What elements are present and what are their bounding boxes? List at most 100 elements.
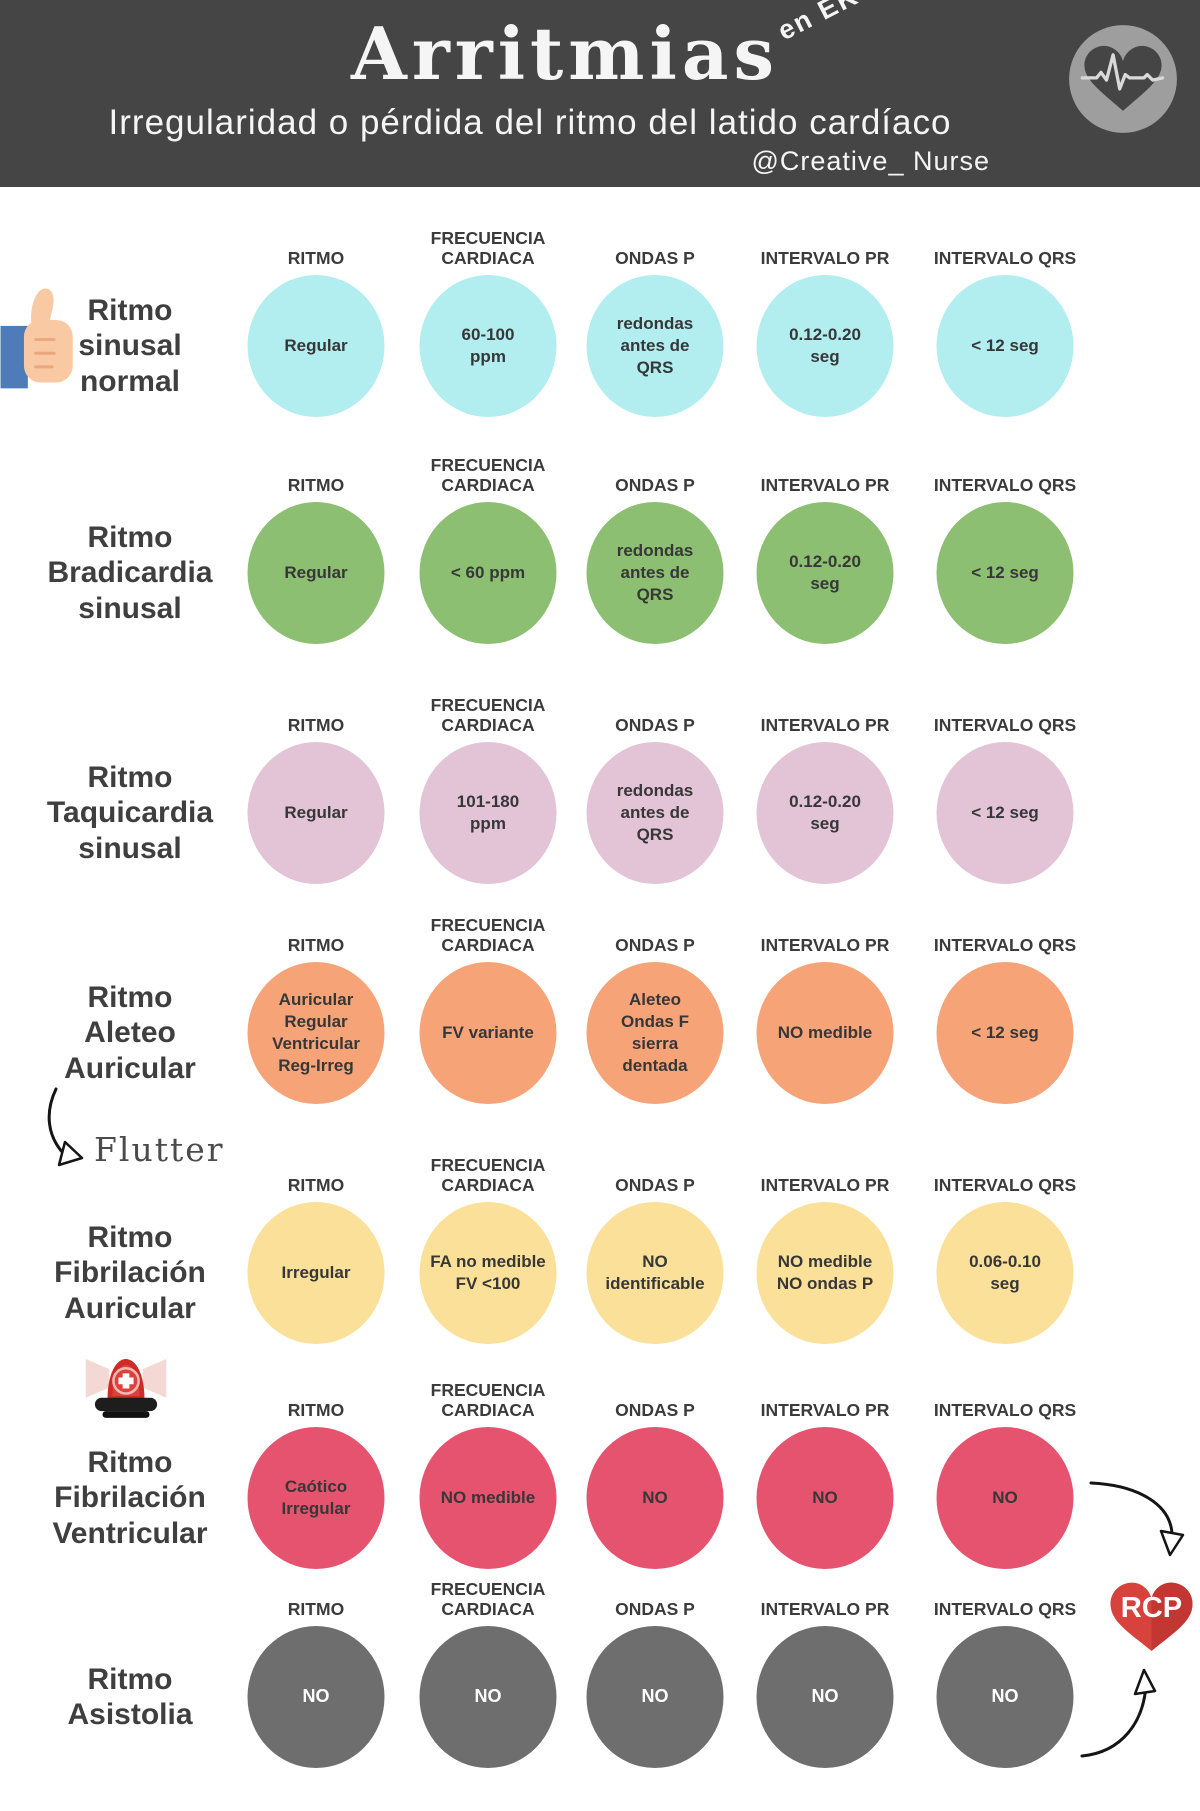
- col-frecuencia: FRECUENCIA CARDIACA: [430, 694, 546, 736]
- col-intervalo-pr: INTERVALO PR: [760, 935, 890, 956]
- cell-intervalo-pr: 0.12-0.20 seg: [756, 502, 894, 644]
- cell-frecuencia: 101-180 ppm: [419, 742, 557, 884]
- col-ritmo: RITMO: [287, 1599, 345, 1620]
- col-intervalo-qrs: INTERVALO QRS: [933, 1599, 1077, 1620]
- col-intervalo-qrs: INTERVALO QRS: [933, 248, 1077, 269]
- row-label: Ritmo Asistolia: [67, 1662, 193, 1731]
- row-bradicardia: RITMO FRECUENCIA CARDIACA ONDAS P INTERV…: [0, 452, 1200, 702]
- row-fibrilacion-auricular: RITMO FRECUENCIA CARDIACA ONDAS P INTERV…: [0, 1152, 1200, 1402]
- cell-ondas-p: NO: [586, 1626, 724, 1768]
- col-ondas-p: ONDAS P: [615, 1599, 695, 1620]
- cell-intervalo-pr: 0.12-0.20 seg: [756, 275, 894, 417]
- header: Arritmias en EKG Irregularidad o pérdida…: [0, 0, 1200, 187]
- title-tag: en EKG: [772, 0, 885, 47]
- cell-frecuencia: NO: [419, 1626, 557, 1768]
- cell-intervalo-qrs: NO: [936, 1626, 1074, 1768]
- col-intervalo-qrs: INTERVALO QRS: [933, 935, 1077, 956]
- row-label: Ritmo Fibrilación Auricular: [54, 1221, 206, 1325]
- col-frecuencia: FRECUENCIA CARDIACA: [430, 454, 546, 496]
- col-intervalo-pr: INTERVALO PR: [760, 715, 890, 736]
- col-intervalo-pr: INTERVALO PR: [760, 1175, 890, 1196]
- arrow-to-rcp-up-icon: [1080, 1668, 1157, 1758]
- col-ondas-p: ONDAS P: [615, 1175, 695, 1196]
- col-ritmo: RITMO: [287, 935, 345, 956]
- siren-icon: [85, 1359, 167, 1418]
- cell-frecuencia: < 60 ppm: [419, 502, 557, 644]
- title-wrap: Arritmias en EKG: [0, 0, 1130, 96]
- col-intervalo-pr: INTERVALO PR: [760, 475, 890, 496]
- col-ondas-p: ONDAS P: [615, 475, 695, 496]
- cell-frecuencia: NO medible: [419, 1427, 557, 1569]
- cell-intervalo-qrs: < 12 seg: [936, 962, 1074, 1104]
- cell-intervalo-pr: 0.12-0.20 seg: [756, 742, 894, 884]
- rcp-heart-icon: RCP: [1110, 1582, 1193, 1651]
- col-frecuencia: FRECUENCIA CARDIACA: [430, 227, 546, 269]
- cell-frecuencia: 60-100 ppm: [419, 275, 557, 417]
- col-ritmo: RITMO: [287, 248, 345, 269]
- cell-ondas-p: NO: [586, 1427, 724, 1569]
- col-intervalo-pr: INTERVALO PR: [760, 1599, 890, 1620]
- col-ondas-p: ONDAS P: [615, 935, 695, 956]
- col-frecuencia: FRECUENCIA CARDIACA: [430, 914, 546, 956]
- cell-ondas-p: redondas antes de QRS: [586, 275, 724, 417]
- cell-ritmo: Auricular Regular Ventricular Reg-Irreg: [247, 962, 385, 1104]
- arrow-to-rcp-icon: [1089, 1481, 1185, 1557]
- row-sinusal-normal: RITMO FRECUENCIA CARDIACA ONDAS P INTERV…: [0, 225, 1200, 475]
- cell-ondas-p: redondas antes de QRS: [586, 742, 724, 884]
- row-label: Ritmo Aleteo Auricular: [64, 981, 196, 1085]
- col-ondas-p: ONDAS P: [615, 1400, 695, 1421]
- cell-intervalo-pr: NO: [756, 1626, 894, 1768]
- col-ondas-p: ONDAS P: [615, 715, 695, 736]
- cell-intervalo-qrs: < 12 seg: [936, 742, 1074, 884]
- col-ritmo: RITMO: [287, 1400, 345, 1421]
- col-frecuencia: FRECUENCIA CARDIACA: [430, 1154, 546, 1196]
- cell-frecuencia: FV variante: [419, 962, 557, 1104]
- credit-handle: @Creative_ Nurse: [751, 146, 990, 176]
- cell-frecuencia: FA no medible FV <100: [419, 1202, 557, 1344]
- cell-ritmo: NO: [247, 1626, 385, 1768]
- heart-ekg-icon: [1069, 25, 1177, 133]
- cell-intervalo-pr: NO medible: [756, 962, 894, 1104]
- cell-intervalo-qrs: < 12 seg: [936, 275, 1074, 417]
- row-taquicardia: RITMO FRECUENCIA CARDIACA ONDAS P INTERV…: [0, 692, 1200, 942]
- col-frecuencia: FRECUENCIA CARDIACA: [430, 1578, 546, 1620]
- cell-intervalo-qrs: NO: [936, 1427, 1074, 1569]
- row-label: Ritmo Taquicardia sinusal: [46, 761, 214, 865]
- curved-arrow-icon: [47, 1087, 84, 1167]
- cell-ritmo: Irregular: [247, 1202, 385, 1344]
- col-intervalo-qrs: INTERVALO QRS: [933, 715, 1077, 736]
- col-ritmo: RITMO: [287, 475, 345, 496]
- col-ondas-p: ONDAS P: [615, 248, 695, 269]
- rcp-label: RCP: [1121, 1592, 1182, 1624]
- flutter-note: Flutter: [94, 1130, 225, 1169]
- row-aleteo-auricular: RITMO FRECUENCIA CARDIACA ONDAS P INTERV…: [0, 912, 1200, 1169]
- col-intervalo-qrs: INTERVALO QRS: [933, 475, 1077, 496]
- cell-intervalo-qrs: < 12 seg: [936, 502, 1074, 644]
- cell-ondas-p: NO identificable: [586, 1202, 724, 1344]
- cell-intervalo-pr: NO medible NO ondas P: [756, 1202, 894, 1344]
- row-label: Ritmo sinusal normal: [78, 294, 182, 398]
- col-intervalo-qrs: INTERVALO QRS: [933, 1400, 1077, 1421]
- cell-ritmo: Regular: [247, 502, 385, 644]
- col-intervalo-pr: INTERVALO PR: [760, 248, 890, 269]
- cell-ritmo: Regular: [247, 275, 385, 417]
- page-title: Arritmias: [350, 11, 780, 96]
- col-ritmo: RITMO: [287, 1175, 345, 1196]
- thumbs-up-icon: [0, 288, 73, 389]
- col-frecuencia: FRECUENCIA CARDIACA: [430, 1379, 546, 1421]
- cell-ondas-p: Aleteo Ondas F sierra dentada: [586, 962, 724, 1104]
- cell-ondas-p: redondas antes de QRS: [586, 502, 724, 644]
- row-label: Ritmo Bradicardia sinusal: [47, 521, 213, 625]
- cell-intervalo-qrs: 0.06-0.10 seg: [936, 1202, 1074, 1344]
- row-asistolia: RITMO FRECUENCIA CARDIACA ONDAS P INTERV…: [0, 1576, 1200, 1811]
- col-ritmo: RITMO: [287, 715, 345, 736]
- cell-intervalo-pr: NO: [756, 1427, 894, 1569]
- cell-ritmo: Caótico Irregular: [247, 1427, 385, 1569]
- row-fibrilacion-ventricular: RITMO FRECUENCIA CARDIACA ONDAS P INTERV…: [0, 1359, 1200, 1627]
- col-intervalo-pr: INTERVALO PR: [760, 1400, 890, 1421]
- row-label: Ritmo Fibrilación Ventricular: [52, 1446, 208, 1550]
- col-intervalo-qrs: INTERVALO QRS: [933, 1175, 1077, 1196]
- subtitle: Irregularidad o pérdida del ritmo del la…: [108, 103, 952, 142]
- cell-ritmo: Regular: [247, 742, 385, 884]
